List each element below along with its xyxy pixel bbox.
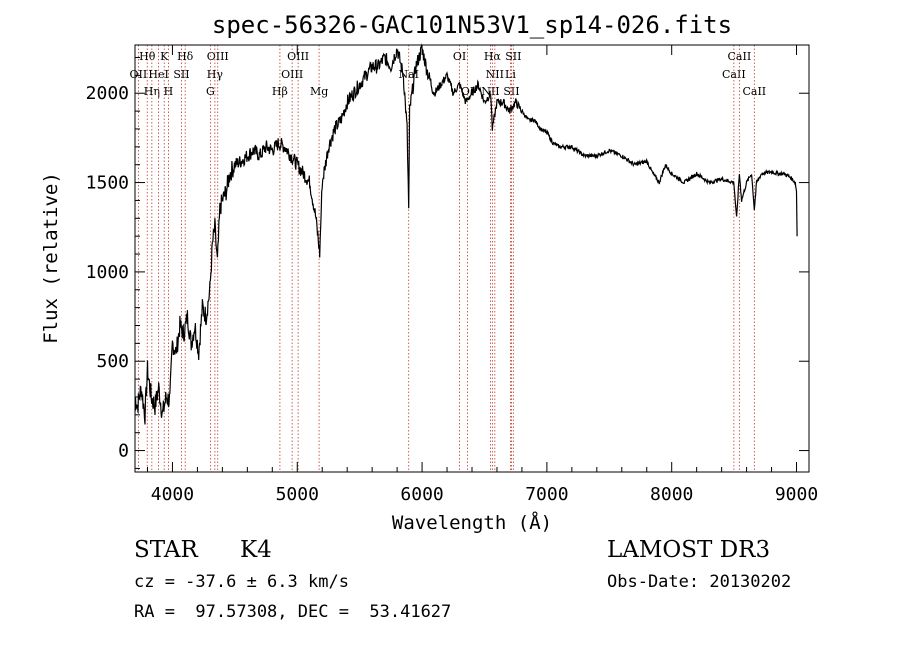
spectral-line-label: SII <box>503 85 519 98</box>
object-class: STAR <box>134 537 198 563</box>
spectral-line-label: CaII <box>728 50 752 63</box>
spectral-line-label: Hα <box>484 50 502 63</box>
x-tick-label: 5000 <box>276 484 319 505</box>
y-tick-label: 2000 <box>86 83 129 104</box>
spectral-line-label: SII <box>505 50 521 63</box>
spectral-line-label: HeI <box>148 68 168 81</box>
spectral-line-label: Hγ <box>207 68 224 81</box>
spectral-line-label: Li <box>505 68 516 81</box>
y-tick-label: 1500 <box>86 173 129 194</box>
x-tick-label: 9000 <box>775 484 818 505</box>
spectrum-line <box>134 43 798 425</box>
spectral-line-label: Hθ <box>139 50 156 63</box>
spectral-line-label: CaII <box>722 68 746 81</box>
spectral-line-label: OIII <box>207 50 229 63</box>
y-axis: 0 500 1000 1500 2000 <box>86 57 809 469</box>
plot-frame <box>134 44 810 473</box>
spectral-line-label: OII <box>130 68 148 81</box>
y-tick-label: 500 <box>96 351 129 372</box>
spectral-line-label: Hβ <box>272 85 288 98</box>
coordinates-text: RA = 97.57308, DEC = 53.41627 <box>134 602 452 622</box>
spectral-line-label: G <box>206 85 215 98</box>
y-axis-label: Flux (relative) <box>40 172 62 344</box>
spectral-line-label: SII <box>173 68 189 81</box>
spectral-line-label: Mg <box>310 85 328 98</box>
spectral-line-label: K <box>160 50 169 63</box>
x-tick-label: 8000 <box>650 484 693 505</box>
spectral-line-label: NII <box>486 68 504 81</box>
x-axis: 4000 5000 6000 7000 8000 9000 <box>146 45 818 505</box>
spectral-line-label: Hδ <box>177 50 194 63</box>
spectral-line-label: H <box>164 85 174 98</box>
chart-title: spec-56326-GAC101N53V1_sp14-026.fits <box>212 11 732 39</box>
survey-label: LAMOST DR3 <box>607 537 771 563</box>
object-subclass: K4 <box>240 537 272 563</box>
redshift-text: cz = -37.6 ± 6.3 km/s <box>134 572 349 592</box>
y-tick-label: 1000 <box>86 262 129 283</box>
x-axis-label: Wavelength (Å) <box>392 511 552 534</box>
x-tick-label: 6000 <box>400 484 443 505</box>
spectral-line-label: OIII <box>287 50 309 63</box>
spectral-line-label: Hη <box>144 85 160 98</box>
y-tick-label: 0 <box>118 441 129 462</box>
x-tick-label: 4000 <box>151 484 194 505</box>
x-tick-label: 7000 <box>525 484 568 505</box>
spectral-line-label: OI <box>453 50 466 63</box>
obs-date-text: Obs-Date: 20130202 <box>607 572 792 592</box>
spectral-line-label: CaII <box>742 85 766 98</box>
spectral-line-label: OIII <box>281 68 303 81</box>
